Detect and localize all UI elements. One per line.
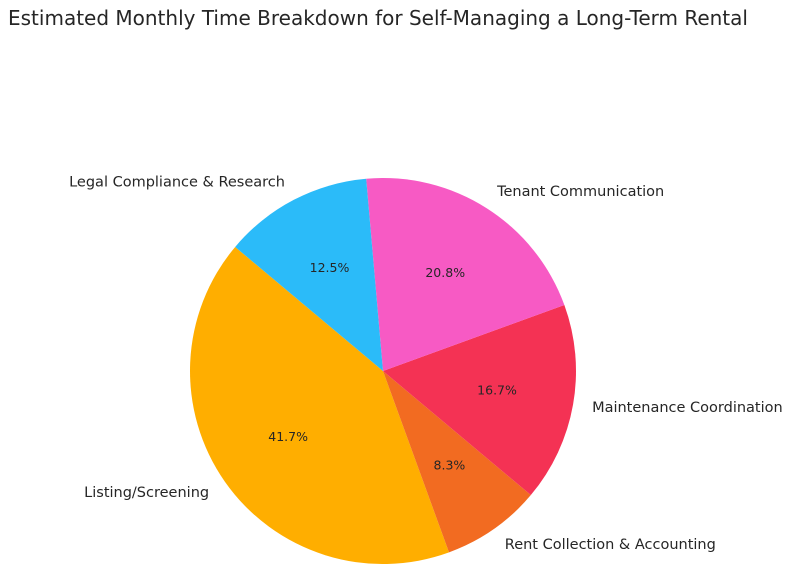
pie-slice [235,178,383,371]
slice-percent-label: 12.5% [310,260,350,275]
pie-slice [366,178,565,371]
pie-slice [383,304,576,496]
slice-label: Listing/Screening [84,485,209,501]
slice-label: Rent Collection & Accounting [505,537,716,553]
slice-percent-label: 20.8% [425,265,465,280]
slice-label: Maintenance Coordination [592,400,783,416]
slice-percent-label: 41.7% [268,429,308,444]
pie-slice [383,371,531,553]
chart-title: Estimated Monthly Time Breakdown for Sel… [8,6,748,30]
slice-label: Tenant Communication [496,184,664,200]
slice-percent-label: 16.7% [477,383,517,398]
slice-label: Legal Compliance & Research [69,175,285,191]
pie-slice [190,246,450,564]
slice-percent-label: 8.3% [434,457,466,472]
